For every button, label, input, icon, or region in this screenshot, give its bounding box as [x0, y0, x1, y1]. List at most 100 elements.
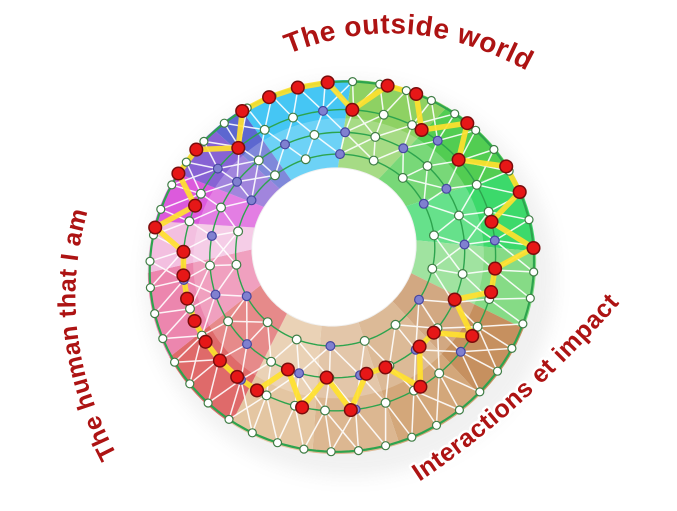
red-node — [176, 244, 191, 259]
red-node — [295, 400, 310, 415]
white-node — [291, 334, 302, 345]
white-node — [353, 446, 364, 456]
white-node — [471, 125, 481, 135]
white-node — [454, 405, 464, 415]
purple-node — [418, 198, 429, 209]
mesh-line — [339, 136, 376, 155]
red-node — [465, 328, 480, 344]
mesh-line — [227, 295, 248, 322]
white-node — [203, 398, 213, 408]
red-node — [189, 142, 204, 157]
white-node — [261, 390, 272, 401]
red-node — [499, 159, 514, 174]
red-node — [280, 362, 295, 377]
purple-node — [455, 346, 466, 357]
white-node — [434, 368, 445, 379]
mesh-line — [489, 297, 531, 300]
mesh-line — [150, 279, 184, 289]
purple-node — [414, 294, 425, 305]
label-text-human-that-i-am: The human that I am — [51, 203, 125, 468]
mesh-line — [430, 100, 439, 141]
mesh-line — [458, 214, 496, 242]
red-node — [290, 80, 305, 95]
mesh-line — [375, 124, 413, 138]
mesh-line — [265, 361, 272, 396]
mesh-line — [464, 239, 495, 246]
purple-node — [280, 139, 291, 150]
red-node — [512, 184, 527, 200]
white-node — [145, 283, 155, 293]
red-node — [414, 122, 429, 138]
mesh-line — [211, 235, 237, 266]
white-node — [167, 180, 177, 190]
mesh-line — [154, 307, 191, 315]
red-node — [460, 116, 475, 131]
red-node — [230, 369, 245, 384]
mesh-line — [162, 308, 191, 340]
mesh-line — [388, 324, 397, 366]
white-node — [407, 432, 417, 442]
label-human-that-i-am: The human that I am — [53, 205, 122, 465]
mesh-line — [220, 199, 252, 209]
purple-node — [335, 149, 346, 160]
red-node — [249, 383, 265, 398]
mesh-line — [383, 90, 407, 116]
mesh-line — [218, 321, 229, 360]
purple-node — [294, 368, 305, 379]
white-node — [195, 188, 206, 199]
mesh-line — [214, 264, 238, 296]
mesh-line — [209, 230, 239, 267]
white-node — [453, 210, 464, 221]
purple-node — [340, 127, 351, 138]
sector-indigo — [214, 109, 292, 189]
purple-node — [489, 235, 500, 246]
purple-node — [206, 231, 217, 242]
white-node — [309, 129, 320, 140]
purple-node — [432, 135, 443, 146]
mesh-line — [303, 410, 326, 450]
red-node — [447, 292, 462, 307]
mesh-line — [215, 293, 247, 297]
white-node — [272, 438, 283, 448]
white-node — [457, 269, 468, 280]
mesh-line — [185, 161, 202, 195]
white-node — [181, 157, 191, 167]
white-node — [427, 263, 438, 274]
white-node — [422, 161, 433, 172]
red-node — [378, 360, 393, 375]
mesh-line — [295, 339, 300, 374]
white-node — [224, 414, 234, 424]
sector-peach — [231, 313, 322, 453]
mesh-line — [494, 269, 531, 299]
white-node — [507, 343, 517, 353]
mesh-line — [373, 147, 404, 162]
white-node — [259, 124, 270, 135]
mesh-line — [329, 345, 361, 376]
white-node — [518, 319, 528, 329]
mesh-line — [183, 279, 216, 296]
mesh-line — [438, 373, 461, 411]
white-node — [525, 293, 535, 303]
mesh-line — [189, 206, 222, 222]
mesh-line — [250, 160, 260, 201]
purple-node — [246, 195, 257, 206]
mesh-line — [438, 372, 481, 393]
mesh-line — [354, 409, 360, 451]
mesh-line — [359, 340, 366, 376]
mesh-line — [322, 110, 346, 133]
mesh-line — [228, 394, 267, 421]
mesh-line — [200, 181, 238, 195]
purple-node — [241, 291, 252, 302]
white-node — [492, 366, 503, 376]
purple-node — [242, 339, 253, 350]
mesh-line — [298, 345, 331, 374]
red-node — [526, 240, 541, 256]
white-node — [431, 420, 442, 430]
mesh-line — [476, 170, 510, 186]
mesh-line — [274, 144, 286, 176]
mesh-line — [418, 298, 454, 304]
mesh-line — [476, 326, 499, 372]
red-node — [212, 353, 227, 368]
red-nodes — [148, 75, 541, 418]
